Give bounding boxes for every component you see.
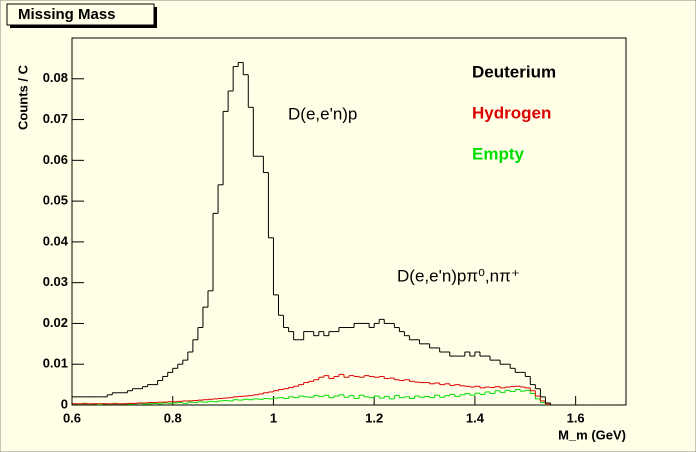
y-tick-label: 0.04 — [43, 233, 69, 248]
x-tick-label: 0.6 — [63, 410, 81, 425]
y-tick-label: 0.03 — [43, 274, 68, 289]
legend-entry: Deuterium — [472, 62, 556, 81]
y-tick-label: 0 — [61, 396, 68, 411]
x-tick-label: 1.6 — [567, 410, 585, 425]
x-tick-label: 1.4 — [466, 410, 485, 425]
y-tick-label: 0.01 — [43, 356, 68, 371]
y-tick-label: 0.02 — [43, 315, 68, 330]
y-tick-label: 0.07 — [43, 111, 68, 126]
x-axis-label: M_m (GeV) — [558, 427, 626, 442]
legend-entry: Hydrogen — [472, 103, 551, 122]
chart-title: Missing Mass — [18, 6, 116, 23]
plot-frame — [71, 37, 627, 406]
y-tick-label: 0.06 — [43, 152, 68, 167]
x-tick-label: 0.8 — [164, 410, 182, 425]
title-box — [6, 3, 155, 26]
y-axis-label: Counts / C — [15, 64, 30, 130]
annotation: D(e,e'n)p — [288, 104, 357, 123]
y-tick-label: 0.08 — [43, 70, 68, 85]
annotation: D(e,e'n)pπ⁰,nπ⁺ — [397, 266, 520, 285]
legend-entry: Empty — [472, 144, 525, 163]
x-tick-label: 1.2 — [365, 410, 383, 425]
x-tick-label: 1 — [270, 410, 277, 425]
y-tick-label: 0.05 — [43, 193, 68, 208]
